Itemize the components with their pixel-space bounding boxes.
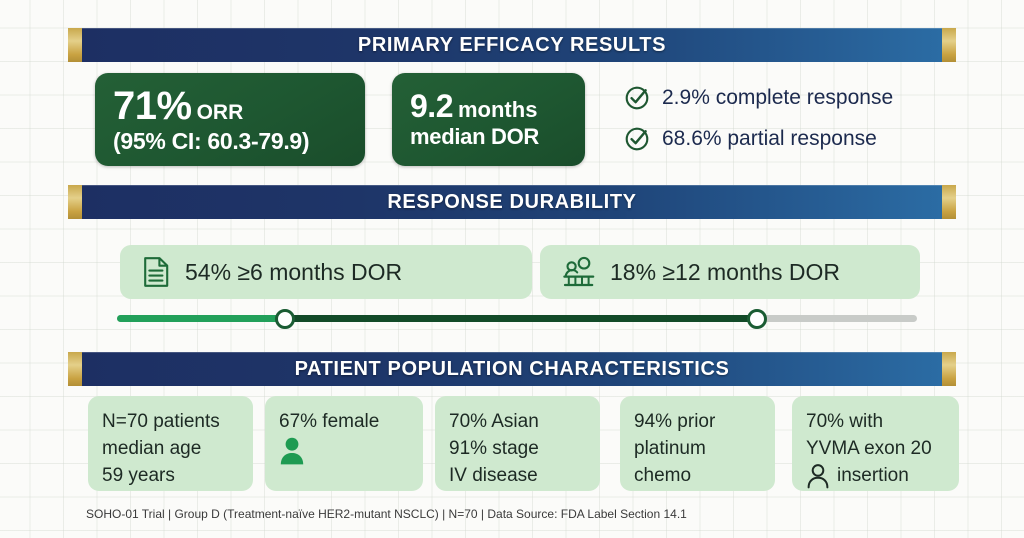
card-line: median age <box>102 437 202 459</box>
card-icon-line <box>279 436 410 466</box>
banner-primary-efficacy: PRIMARY EFFICACY RESULTS <box>68 28 956 62</box>
banner-patient-population: PATIENT POPULATION CHARACTERISTICS <box>68 352 956 386</box>
banner-title-population: PATIENT POPULATION CHARACTERISTICS <box>294 357 730 380</box>
dor-value: 9.2 <box>410 88 453 125</box>
group-icon <box>563 256 595 287</box>
durability-12-months-label: 18% ≥12 months DOR <box>610 258 840 285</box>
banner-bar: PRIMARY EFFICACY RESULTS <box>82 28 942 62</box>
person-filled-icon <box>280 437 304 465</box>
document-icon <box>144 257 169 287</box>
durability-progress-bar[interactable] <box>117 308 917 329</box>
banner-cap-right <box>942 28 956 62</box>
banner-cap-left <box>68 185 82 219</box>
footer-citation: SOHO-01 Trial | Group D (Treatment-naïve… <box>86 507 687 521</box>
card-line: IV disease <box>449 464 538 486</box>
card-line: 67% female <box>279 411 380 432</box>
response-breakdown-list: 2.9% complete response 68.6% partial res… <box>624 84 893 152</box>
mutation-insertion-label: insertion <box>837 464 909 486</box>
card-line: 94% prior <box>634 411 716 432</box>
banner-title-efficacy: PRIMARY EFFICACY RESULTS <box>357 33 667 56</box>
dor-unit: months <box>457 97 538 123</box>
population-card-prior-therapy: 94% prior platinum chemo <box>620 396 775 491</box>
stat-card-orr: 71% ORR (95% CI: 60.3-79.9) <box>95 73 365 166</box>
card-line: platinum <box>634 437 706 459</box>
list-item: 2.9% complete response <box>624 84 893 111</box>
stat-card-median-dor: 9.2 months median DOR <box>392 73 585 166</box>
progress-segment-one <box>117 315 285 322</box>
banner-bar: RESPONSE DURABILITY <box>82 185 942 219</box>
orr-confidence-interval: (95% CI: 60.3-79.9) <box>113 128 310 155</box>
banner-response-durability: RESPONSE DURABILITY <box>68 185 956 219</box>
population-card-enrollment: N=70 patients median age 59 years <box>88 396 253 491</box>
card-line: N=70 patients <box>102 411 220 432</box>
card-line: 91% stage <box>449 437 539 459</box>
progress-knob-6-months[interactable] <box>275 308 295 329</box>
dor-label: median DOR <box>410 124 540 150</box>
card-line: 70% with <box>806 411 884 432</box>
durability-card-6-months: 54% ≥6 months DOR <box>120 245 532 299</box>
person-outline-icon <box>807 464 829 489</box>
banner-cap-right <box>942 185 956 219</box>
orr-unit: ORR <box>196 101 244 125</box>
card-icon-line: insertion <box>806 463 946 490</box>
orr-headline: 71% ORR <box>113 84 347 129</box>
durability-6-months-label: 54% ≥6 months DOR <box>185 258 403 285</box>
partial-response-label: 68.6% partial response <box>662 126 877 150</box>
orr-value: 71% <box>113 84 192 129</box>
check-circle-icon <box>625 86 649 110</box>
durability-card-12-months: 18% ≥12 months DOR <box>540 245 920 299</box>
complete-response-label: 2.9% complete response <box>662 85 894 109</box>
banner-cap-left <box>68 28 82 62</box>
population-card-demographics: 70% Asian 91% stage IV disease <box>435 396 600 491</box>
progress-segment-two <box>285 315 757 322</box>
banner-bar: PATIENT POPULATION CHARACTERISTICS <box>82 352 942 386</box>
card-line: 59 years <box>102 464 175 486</box>
population-card-mutation: 70% with YVMA exon 20 insertion <box>792 396 959 491</box>
banner-cap-right <box>942 352 956 386</box>
dor-headline: 9.2 months <box>410 88 567 125</box>
card-line: chemo <box>634 464 692 486</box>
card-line: 70% Asian <box>449 411 539 432</box>
check-circle-icon <box>625 127 649 151</box>
banner-cap-left <box>68 352 82 386</box>
card-line: YVMA exon 20 <box>806 437 932 459</box>
population-card-sex: 67% female <box>265 396 423 491</box>
progress-knob-12-months[interactable] <box>747 308 767 329</box>
list-item: 68.6% partial response <box>624 125 893 152</box>
banner-title-durability: RESPONSE DURABILITY <box>387 190 637 213</box>
